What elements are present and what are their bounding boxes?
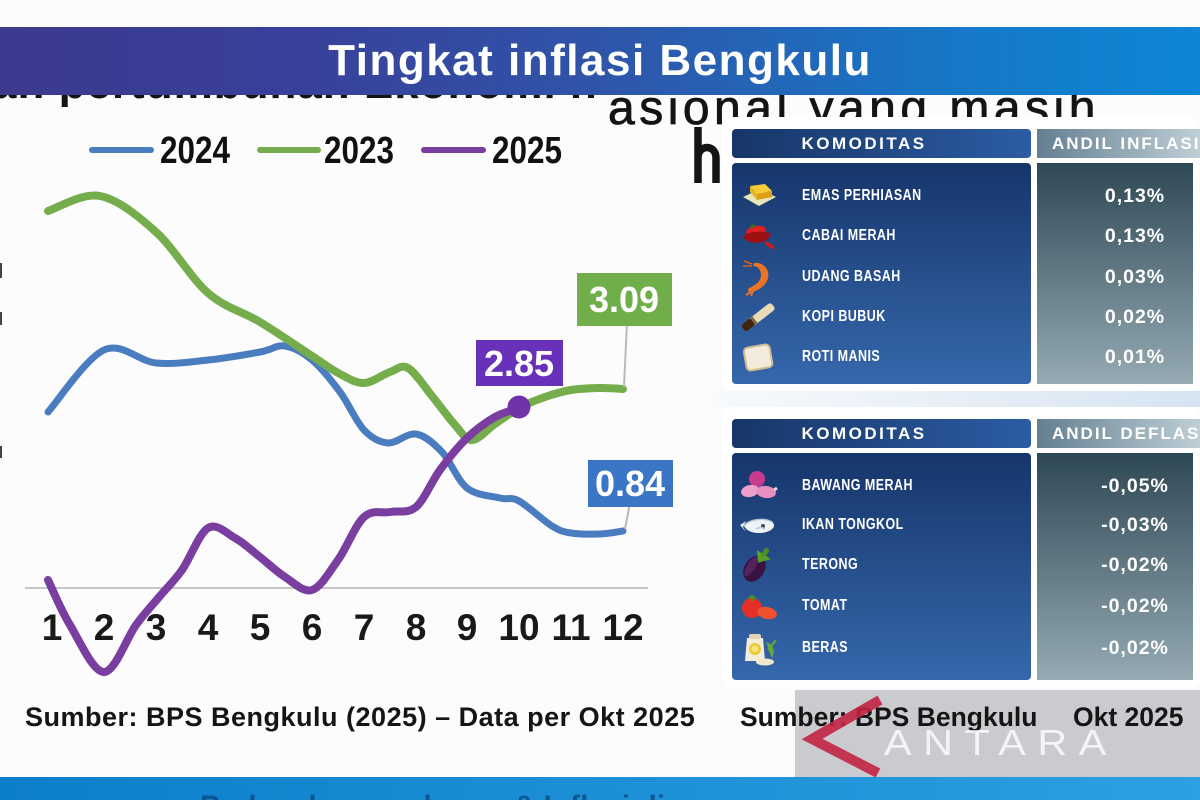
svg-text:1: 1 <box>42 607 63 648</box>
svg-text:6: 6 <box>302 607 323 648</box>
svg-text:9: 9 <box>457 607 478 648</box>
svg-text:5: 5 <box>250 607 271 648</box>
svg-text:0.84: 0.84 <box>595 463 665 504</box>
svg-text:11: 11 <box>551 607 590 648</box>
svg-text:7: 7 <box>354 607 375 648</box>
svg-text:2.85: 2.85 <box>484 343 554 384</box>
svg-text:8: 8 <box>406 607 427 648</box>
svg-text:2023: 2023 <box>324 130 394 172</box>
svg-text:2024: 2024 <box>160 130 230 172</box>
svg-text:2: 2 <box>94 607 115 648</box>
svg-text:12: 12 <box>602 607 643 648</box>
svg-text:3.09: 3.09 <box>589 279 659 320</box>
svg-text:4: 4 <box>198 607 219 648</box>
svg-text:10: 10 <box>498 607 539 648</box>
svg-text:2025: 2025 <box>492 130 562 172</box>
svg-text:3: 3 <box>146 607 167 648</box>
